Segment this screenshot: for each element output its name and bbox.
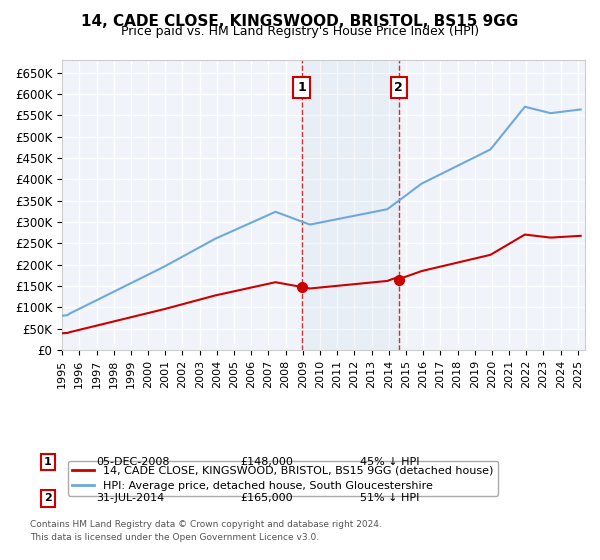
Text: 05-DEC-2008: 05-DEC-2008 xyxy=(96,457,170,467)
Legend: 14, CADE CLOSE, KINGSWOOD, BRISTOL, BS15 9GG (detached house), HPI: Average pric: 14, CADE CLOSE, KINGSWOOD, BRISTOL, BS15… xyxy=(68,461,498,496)
Text: Price paid vs. HM Land Registry's House Price Index (HPI): Price paid vs. HM Land Registry's House … xyxy=(121,25,479,38)
Text: 45% ↓ HPI: 45% ↓ HPI xyxy=(360,457,419,467)
Text: 31-JUL-2014: 31-JUL-2014 xyxy=(96,493,164,503)
Text: 51% ↓ HPI: 51% ↓ HPI xyxy=(360,493,419,503)
Text: 14, CADE CLOSE, KINGSWOOD, BRISTOL, BS15 9GG: 14, CADE CLOSE, KINGSWOOD, BRISTOL, BS15… xyxy=(82,14,518,29)
Text: £165,000: £165,000 xyxy=(240,493,293,503)
Text: 2: 2 xyxy=(394,81,403,94)
Text: Contains HM Land Registry data © Crown copyright and database right 2024.: Contains HM Land Registry data © Crown c… xyxy=(30,520,382,529)
Text: 1: 1 xyxy=(297,81,306,94)
Text: £148,000: £148,000 xyxy=(240,457,293,467)
Text: This data is licensed under the Open Government Licence v3.0.: This data is licensed under the Open Gov… xyxy=(30,533,319,542)
Text: 1: 1 xyxy=(44,457,52,467)
Text: 2: 2 xyxy=(44,493,52,503)
Bar xyxy=(302,60,398,350)
